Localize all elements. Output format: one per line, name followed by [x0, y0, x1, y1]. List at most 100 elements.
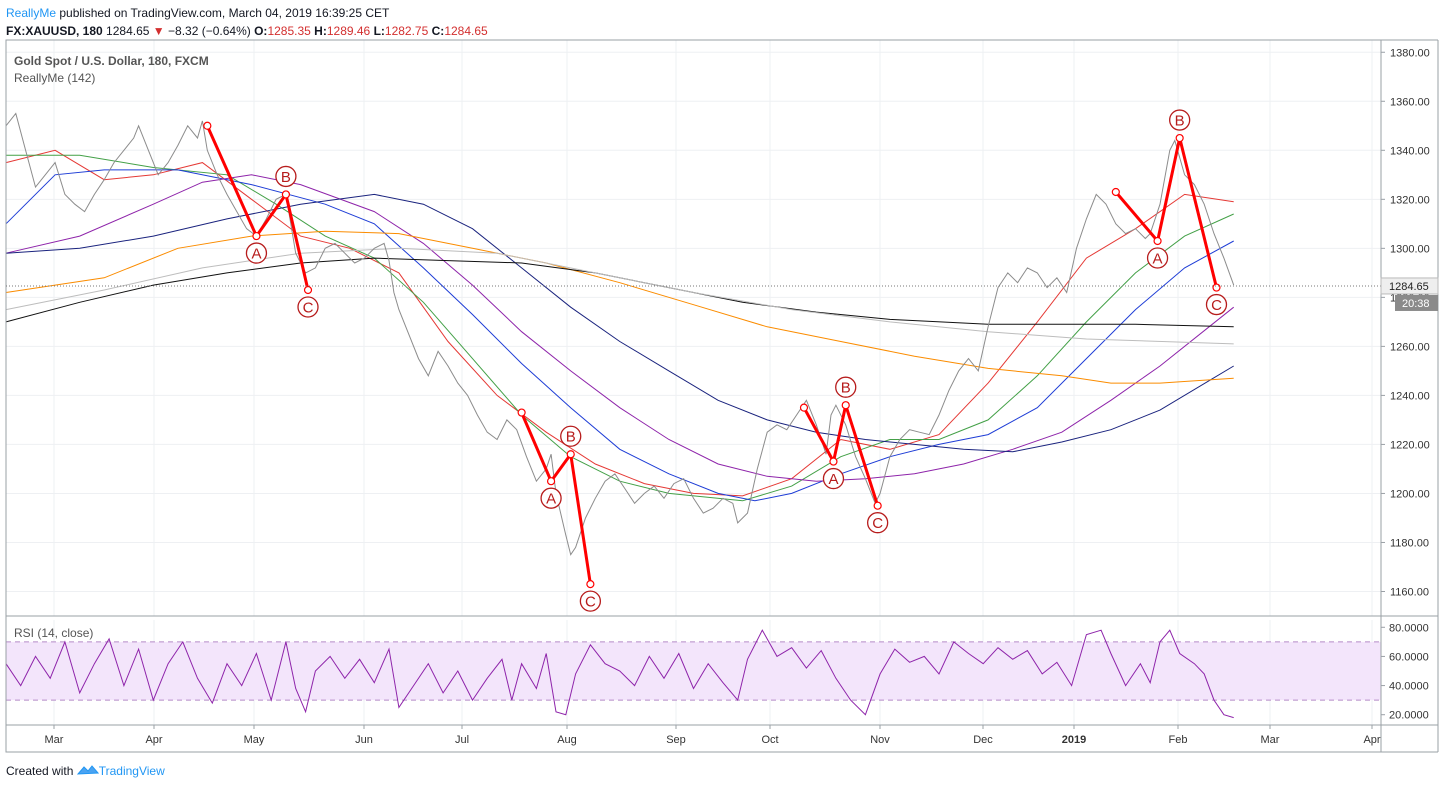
wave-point [252, 231, 261, 241]
publish-line: ReallyMe published on TradingView.com, M… [6, 4, 488, 22]
rsi-label: RSI (14, close) [14, 626, 93, 640]
price-tick-label: 1320.00 [1390, 194, 1430, 206]
price-change: −8.32 (−0.64%) [168, 24, 251, 38]
price-series [5, 112, 1235, 556]
open-label: O: [254, 24, 268, 38]
price-tick-label: 1260.00 [1390, 341, 1430, 353]
wave-line [520, 412, 592, 585]
wave-point [303, 285, 313, 295]
price-line [5, 112, 1235, 556]
ma-line-purple [5, 174, 1235, 482]
wave-point [1153, 236, 1162, 246]
time-tick-label: Mar [45, 734, 64, 746]
time-axis[interactable]: Mar Apr May Jun Jul Aug Sep Oct Nov Dec 2019 Feb Mar… [45, 725, 1381, 746]
rsi-line [5, 629, 1234, 719]
wave-point [799, 403, 809, 412]
wave-label-c: C [872, 515, 883, 532]
close-label: C: [431, 24, 445, 38]
price-tick-label: 1180.00 [1390, 537, 1429, 549]
high-value: 1289.46 [326, 24, 371, 38]
grid [6, 40, 1381, 725]
price-tick-label: 1340.00 [1390, 145, 1430, 157]
wave-point [1175, 133, 1184, 143]
wave-point [281, 190, 291, 199]
wave-label-c: C [585, 594, 596, 611]
wave-point [1212, 283, 1221, 292]
wave-point [1111, 187, 1120, 197]
chart-frame [5, 39, 1439, 753]
wave-point [873, 501, 882, 510]
time-tick-label: Feb [1169, 734, 1188, 746]
rsi-tick-label: 80.0000 [1389, 622, 1429, 634]
last-price: 1284.65 [106, 24, 150, 38]
rsi-band [6, 641, 1381, 701]
wave-label-a: A [828, 471, 838, 488]
wave-label-c: C [303, 300, 314, 317]
rsi-tick-label: 20.0000 [1389, 710, 1429, 722]
ma-line-red [5, 149, 1234, 497]
low-label: L: [373, 24, 385, 38]
wave-label-ring [1205, 293, 1228, 316]
rsi-tick-label: 40.0000 [1389, 681, 1429, 693]
price-tick-label: 1360.00 [1390, 96, 1430, 108]
legend-title: Gold Spot / U.S. Dollar, 180, FXCM [14, 54, 209, 68]
wave-label-b: B [841, 380, 851, 397]
wave-label-ring [540, 487, 562, 509]
moving-averages [5, 149, 1235, 502]
price-tick-label: 1300.00 [1390, 243, 1430, 255]
chart-header: ReallyMe published on TradingView.com, M… [6, 4, 488, 40]
open-value: 1285.35 [267, 24, 311, 38]
wave-point [203, 121, 212, 130]
time-tick-label: Apr [1363, 734, 1380, 746]
ma-line-navy [5, 193, 1234, 453]
time-tick-label: Apr [145, 734, 162, 746]
time-tick-label: Nov [870, 734, 890, 746]
tradingview-link[interactable]: TradingView [98, 764, 165, 778]
down-arrow-icon: ▼ [152, 24, 165, 38]
price-axis[interactable]: 1380.001360.001340.001320.001300.001280.… [1381, 47, 1430, 598]
wave-line [1114, 136, 1218, 288]
close-value: 1284.65 [444, 24, 488, 38]
rsi-axis[interactable]: 80.0000 60.0000 40.0000 20.0000 [1381, 622, 1429, 722]
wave-line [205, 125, 310, 291]
wave-label-ring [579, 590, 602, 612]
wave-label-a: A [251, 246, 261, 263]
wave-point [517, 408, 526, 417]
price-tick-label: 1160.00 [1390, 586, 1429, 598]
wave-point [841, 401, 850, 410]
wave-point [546, 477, 556, 486]
wave-point [566, 450, 575, 459]
ma-line-orange [5, 230, 1234, 384]
wave-label-c: C [1211, 297, 1222, 314]
countdown-box [1395, 294, 1438, 311]
wave-label-ring [835, 376, 857, 398]
published-text: published on TradingView.com, March 04, … [59, 6, 390, 20]
price-tick-label: 1220.00 [1390, 439, 1430, 451]
wave-label-ring [297, 296, 319, 318]
wave-label-ring [822, 467, 845, 490]
time-tick-label: Dec [973, 734, 993, 746]
time-tick-label: 2019 [1062, 734, 1086, 746]
wave-label-ring [560, 425, 582, 447]
rsi-series [5, 629, 1234, 719]
last-price-value: 1284.65 [1389, 281, 1429, 293]
time-tick-label: Sep [666, 734, 686, 746]
tradingview-logo-icon [76, 765, 99, 775]
author-link[interactable]: ReallyMe [6, 6, 57, 20]
ma-line-blue [5, 169, 1234, 502]
ma-line-silver [5, 247, 1234, 345]
wave-label-b: B [281, 169, 291, 186]
ma-line-green [6, 154, 1234, 502]
countdown-value: 20:38 [1402, 298, 1430, 310]
symbol: FX:XAUUSD, 180 [6, 24, 103, 38]
time-tick-label: Mar [1261, 734, 1280, 746]
low-value: 1282.75 [384, 24, 429, 38]
elliott-waves: A B C A B C A B C A B C [203, 109, 1228, 612]
wave-label-a: A [546, 491, 556, 508]
quote-line: FX:XAUUSD, 180 1284.65 ▼ −8.32 (−0.64%) … [6, 22, 488, 40]
wave-label-b: B [1175, 113, 1185, 130]
high-label: H: [314, 24, 327, 38]
wave-label-ring [275, 165, 297, 188]
wave-line [802, 403, 880, 507]
